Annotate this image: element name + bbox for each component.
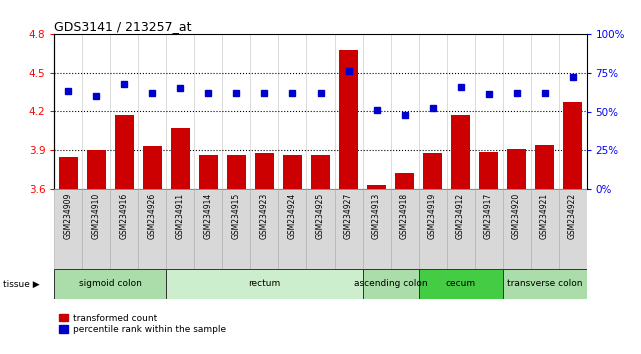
Bar (167, 269, 363, 299)
Bar (87, 150, 106, 189)
Bar (338, 50, 358, 189)
Bar (306, 189, 335, 269)
Bar (251, 189, 278, 269)
Text: GSM234917: GSM234917 (484, 193, 493, 239)
Bar (138, 189, 167, 269)
Text: rectum: rectum (248, 280, 281, 289)
Text: GSM234915: GSM234915 (232, 193, 241, 239)
Legend: transformed count, percentile rank within the sample: transformed count, percentile rank withi… (59, 314, 226, 335)
Text: ascending colon: ascending colon (354, 280, 428, 289)
Bar (503, 189, 531, 269)
Bar (474, 189, 503, 269)
Bar (171, 128, 190, 189)
Bar (54, 189, 83, 269)
Bar (335, 189, 363, 269)
Text: GSM234922: GSM234922 (568, 193, 577, 239)
Text: GSM234924: GSM234924 (288, 193, 297, 239)
Bar (83, 189, 110, 269)
Bar (110, 189, 138, 269)
Bar (311, 155, 330, 189)
Bar (367, 185, 387, 189)
Bar (479, 152, 498, 189)
Bar (503, 269, 587, 299)
Bar (363, 189, 390, 269)
Text: GSM234927: GSM234927 (344, 193, 353, 239)
Bar (254, 153, 274, 189)
Bar (531, 189, 558, 269)
Bar (447, 189, 474, 269)
Bar (222, 189, 251, 269)
Text: GSM234921: GSM234921 (540, 193, 549, 239)
Text: GSM234926: GSM234926 (148, 193, 157, 239)
Text: GSM234910: GSM234910 (92, 193, 101, 239)
Text: tissue ▶: tissue ▶ (3, 280, 40, 289)
Bar (278, 189, 306, 269)
Text: sigmoid colon: sigmoid colon (79, 280, 142, 289)
Text: GSM234912: GSM234912 (456, 193, 465, 239)
Text: GSM234914: GSM234914 (204, 193, 213, 239)
Bar (227, 155, 246, 189)
Bar (390, 189, 419, 269)
Bar (419, 189, 447, 269)
Bar (194, 189, 222, 269)
Bar (395, 173, 414, 189)
Bar (59, 157, 78, 189)
Text: cecum: cecum (445, 280, 476, 289)
Text: GSM234911: GSM234911 (176, 193, 185, 239)
Text: GSM234925: GSM234925 (316, 193, 325, 239)
Bar (54, 269, 167, 299)
Bar (558, 189, 587, 269)
Text: GSM234919: GSM234919 (428, 193, 437, 239)
Bar (199, 155, 219, 189)
Text: GSM234909: GSM234909 (64, 193, 73, 239)
Text: GSM234916: GSM234916 (120, 193, 129, 239)
Text: transverse colon: transverse colon (507, 280, 582, 289)
Bar (422, 153, 442, 189)
Text: GSM234923: GSM234923 (260, 193, 269, 239)
Bar (167, 189, 194, 269)
Bar (115, 115, 134, 189)
Bar (563, 102, 582, 189)
Text: GDS3141 / 213257_at: GDS3141 / 213257_at (54, 20, 192, 33)
Bar (283, 155, 303, 189)
Bar (363, 269, 419, 299)
Bar (143, 146, 162, 189)
Bar (535, 145, 554, 189)
Bar (419, 269, 503, 299)
Text: GSM234913: GSM234913 (372, 193, 381, 239)
Bar (451, 115, 470, 189)
Text: GSM234918: GSM234918 (400, 193, 409, 239)
Bar (507, 149, 526, 189)
Text: GSM234920: GSM234920 (512, 193, 521, 239)
